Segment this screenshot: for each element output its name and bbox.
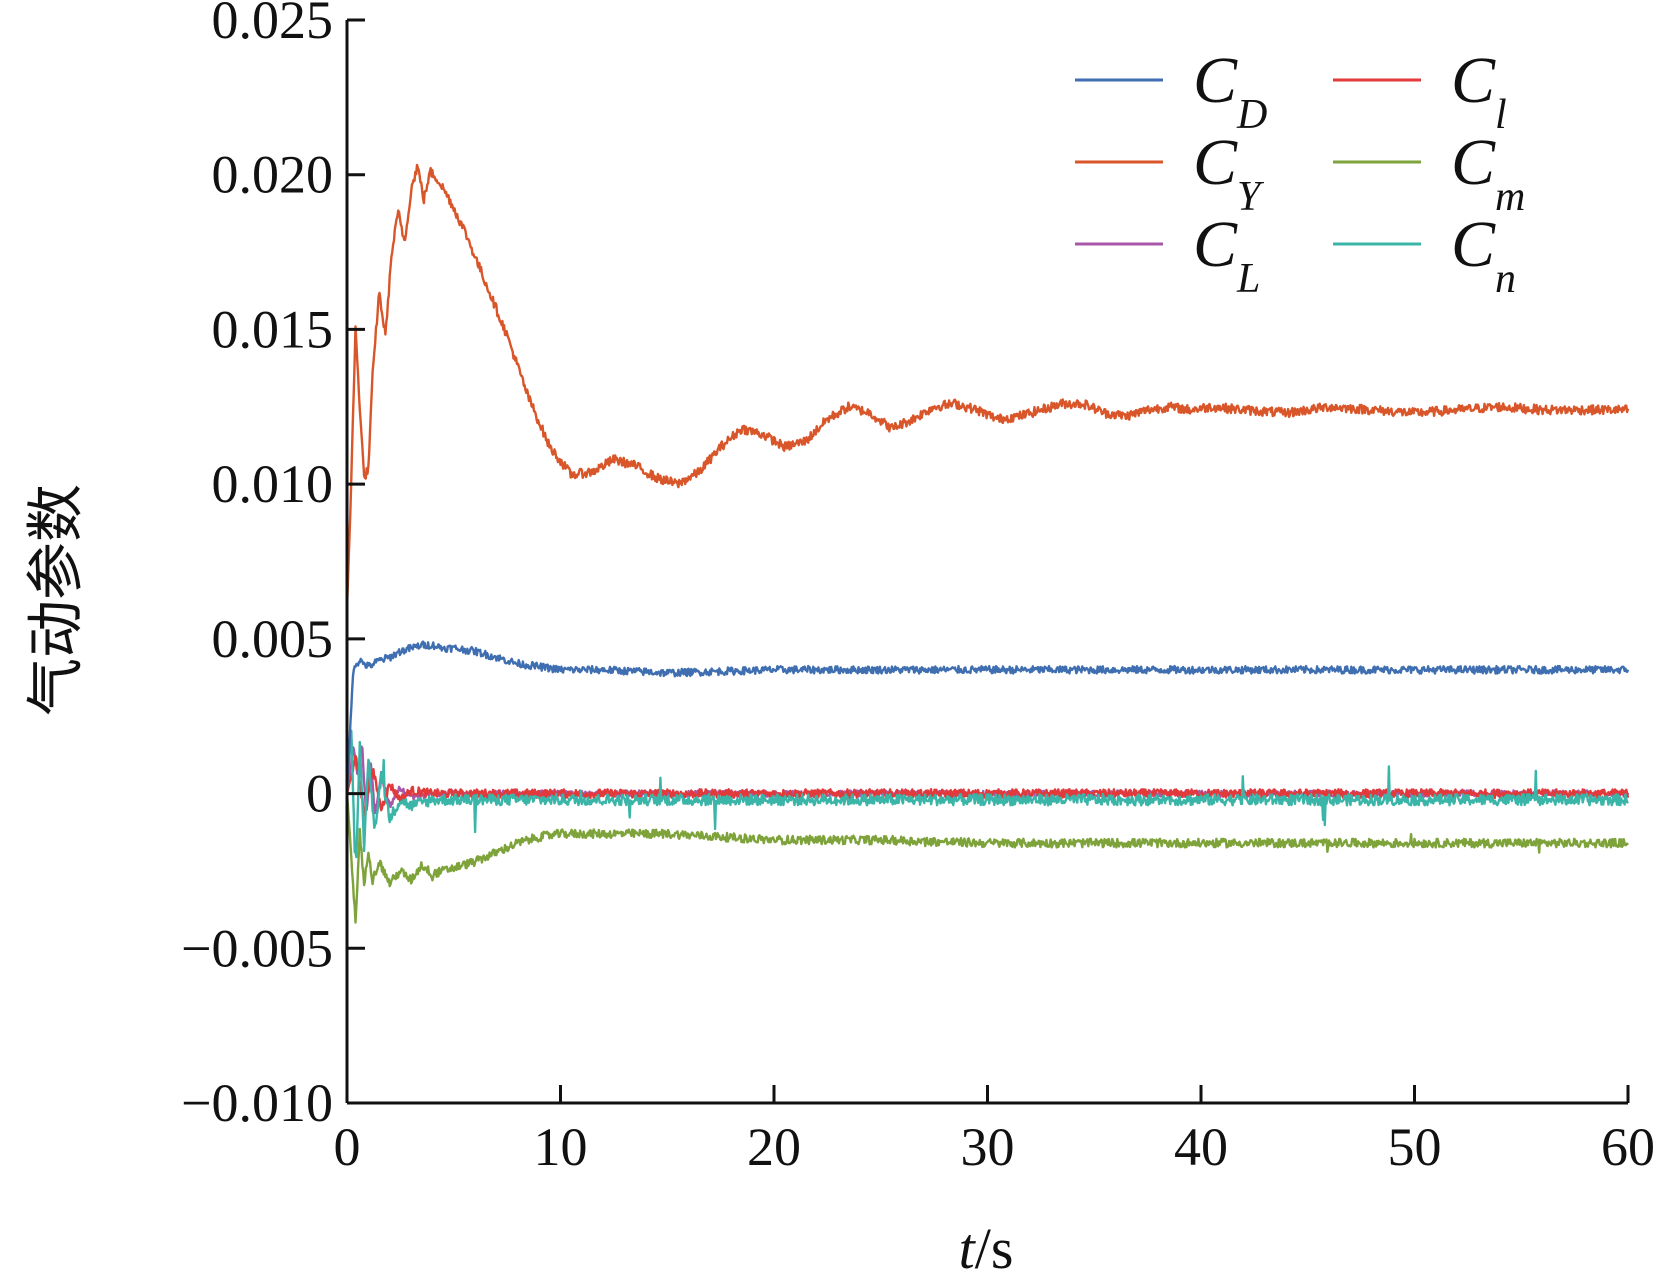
legend-label-Cn: Cn bbox=[1451, 208, 1516, 302]
legend-label-CD: CD bbox=[1193, 44, 1267, 138]
y-tick-label: 0.005 bbox=[212, 609, 334, 669]
y-tick-label: −0.005 bbox=[181, 918, 333, 978]
y-tick-label: 0.025 bbox=[212, 0, 334, 50]
x-tick-label: 30 bbox=[961, 1117, 1015, 1177]
x-tick-label: 10 bbox=[534, 1117, 588, 1177]
x-ticks: 0 10 20 30 40 50 60 bbox=[334, 1085, 1655, 1177]
plot-area: −0.010 −0.005 0 0.005 0.010 0.015 0.020 0.025 0… bbox=[181, 0, 1655, 1177]
y-tick-label: −0.010 bbox=[181, 1073, 333, 1133]
x-axis-title: t/s bbox=[959, 1216, 1014, 1275]
x-tick-label: 0 bbox=[334, 1117, 361, 1177]
series-line-CY bbox=[345, 163, 1630, 608]
series-line-Cl bbox=[345, 754, 1630, 817]
legend-label-CL: CL bbox=[1193, 208, 1260, 302]
y-tick-label: 0.015 bbox=[212, 299, 334, 359]
x-axis-title-variable: t bbox=[959, 1216, 977, 1275]
y-tick-label: 0.020 bbox=[212, 145, 334, 205]
y-axis-title: 气动参数 bbox=[23, 484, 88, 716]
legend-label-CY: CY bbox=[1193, 126, 1265, 220]
y-tick-label: 0.010 bbox=[212, 454, 334, 514]
legend-label-Cl: Cl bbox=[1451, 44, 1507, 138]
x-tick-label: 20 bbox=[747, 1117, 801, 1177]
series-line-CL bbox=[345, 745, 1630, 815]
legend-label-Cm: Cm bbox=[1451, 126, 1525, 220]
x-tick-label: 40 bbox=[1174, 1117, 1228, 1177]
series-line-Cm bbox=[345, 793, 1629, 924]
series-layer bbox=[345, 163, 1630, 924]
series-line-CD bbox=[345, 640, 1630, 794]
x-tick-label: 60 bbox=[1601, 1117, 1655, 1177]
series-line-Cn bbox=[345, 729, 1629, 859]
x-axis-title-unit: /s bbox=[975, 1216, 1014, 1275]
x-tick-label: 50 bbox=[1388, 1117, 1442, 1177]
y-ticks: −0.010 −0.005 0 0.005 0.010 0.015 0.020 0.025 bbox=[181, 0, 365, 1133]
y-tick-label: 0 bbox=[306, 764, 333, 824]
